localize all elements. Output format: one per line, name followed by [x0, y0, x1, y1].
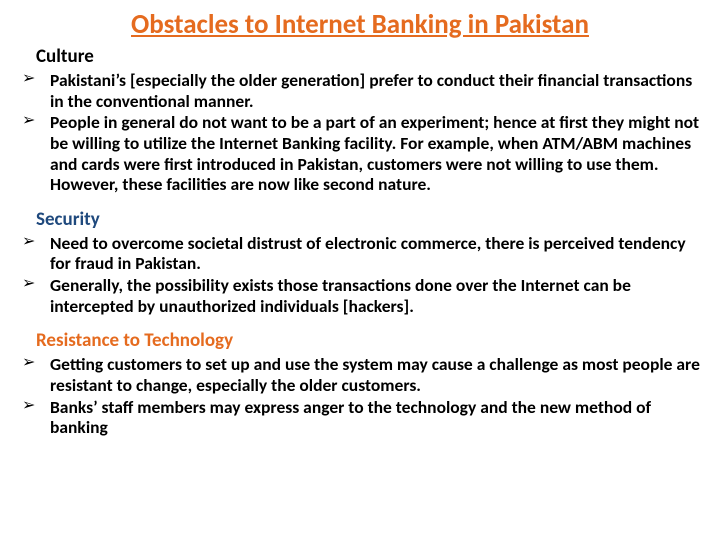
- bullet-item: Generally, the possibility exists those …: [18, 275, 702, 316]
- section-gap: [18, 196, 702, 208]
- section-heading-security: Security: [36, 208, 702, 231]
- bullet-item: Need to overcome societal distrust of el…: [18, 233, 702, 274]
- section-heading-resistance: Resistance to Technology: [36, 329, 702, 352]
- section-heading-culture: Culture: [36, 45, 702, 68]
- bullet-item: Getting customers to set up and use the …: [18, 354, 702, 395]
- slide-title: Obstacles to Internet Banking in Pakista…: [18, 8, 702, 41]
- bullet-list-resistance: Getting customers to set up and use the …: [18, 354, 702, 438]
- bullet-list-security: Need to overcome societal distrust of el…: [18, 233, 702, 317]
- section-gap: [18, 317, 702, 329]
- bullet-item: Banks’ staff members may express anger t…: [18, 397, 702, 438]
- bullet-list-culture: Pakistani’s [especially the older genera…: [18, 70, 702, 195]
- bullet-item: People in general do not want to be a pa…: [18, 112, 702, 195]
- bullet-item: Pakistani’s [especially the older genera…: [18, 70, 702, 111]
